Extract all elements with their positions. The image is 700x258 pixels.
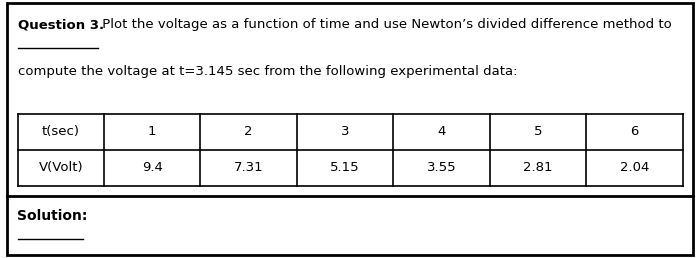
Text: Solution:: Solution: [18,209,88,223]
Text: 3: 3 [341,125,349,138]
Text: 2.04: 2.04 [620,161,649,174]
Text: 1: 1 [148,125,156,138]
Text: 2.81: 2.81 [523,161,552,174]
Text: t(sec): t(sec) [42,125,80,138]
Text: Plot the voltage as a function of time and use Newton’s divided difference metho: Plot the voltage as a function of time a… [98,18,672,31]
Text: 2: 2 [244,125,253,138]
Text: 9.4: 9.4 [141,161,162,174]
Text: Question 3.: Question 3. [18,18,104,31]
Text: 4: 4 [438,125,446,138]
Text: 7.31: 7.31 [234,161,263,174]
Text: compute the voltage at t=3.145 sec from the following experimental data:: compute the voltage at t=3.145 sec from … [18,64,517,77]
Text: 5: 5 [533,125,542,138]
Text: 6: 6 [630,125,638,138]
Text: 5.15: 5.15 [330,161,360,174]
Text: V(Volt): V(Volt) [38,161,83,174]
Text: 3.55: 3.55 [426,161,456,174]
